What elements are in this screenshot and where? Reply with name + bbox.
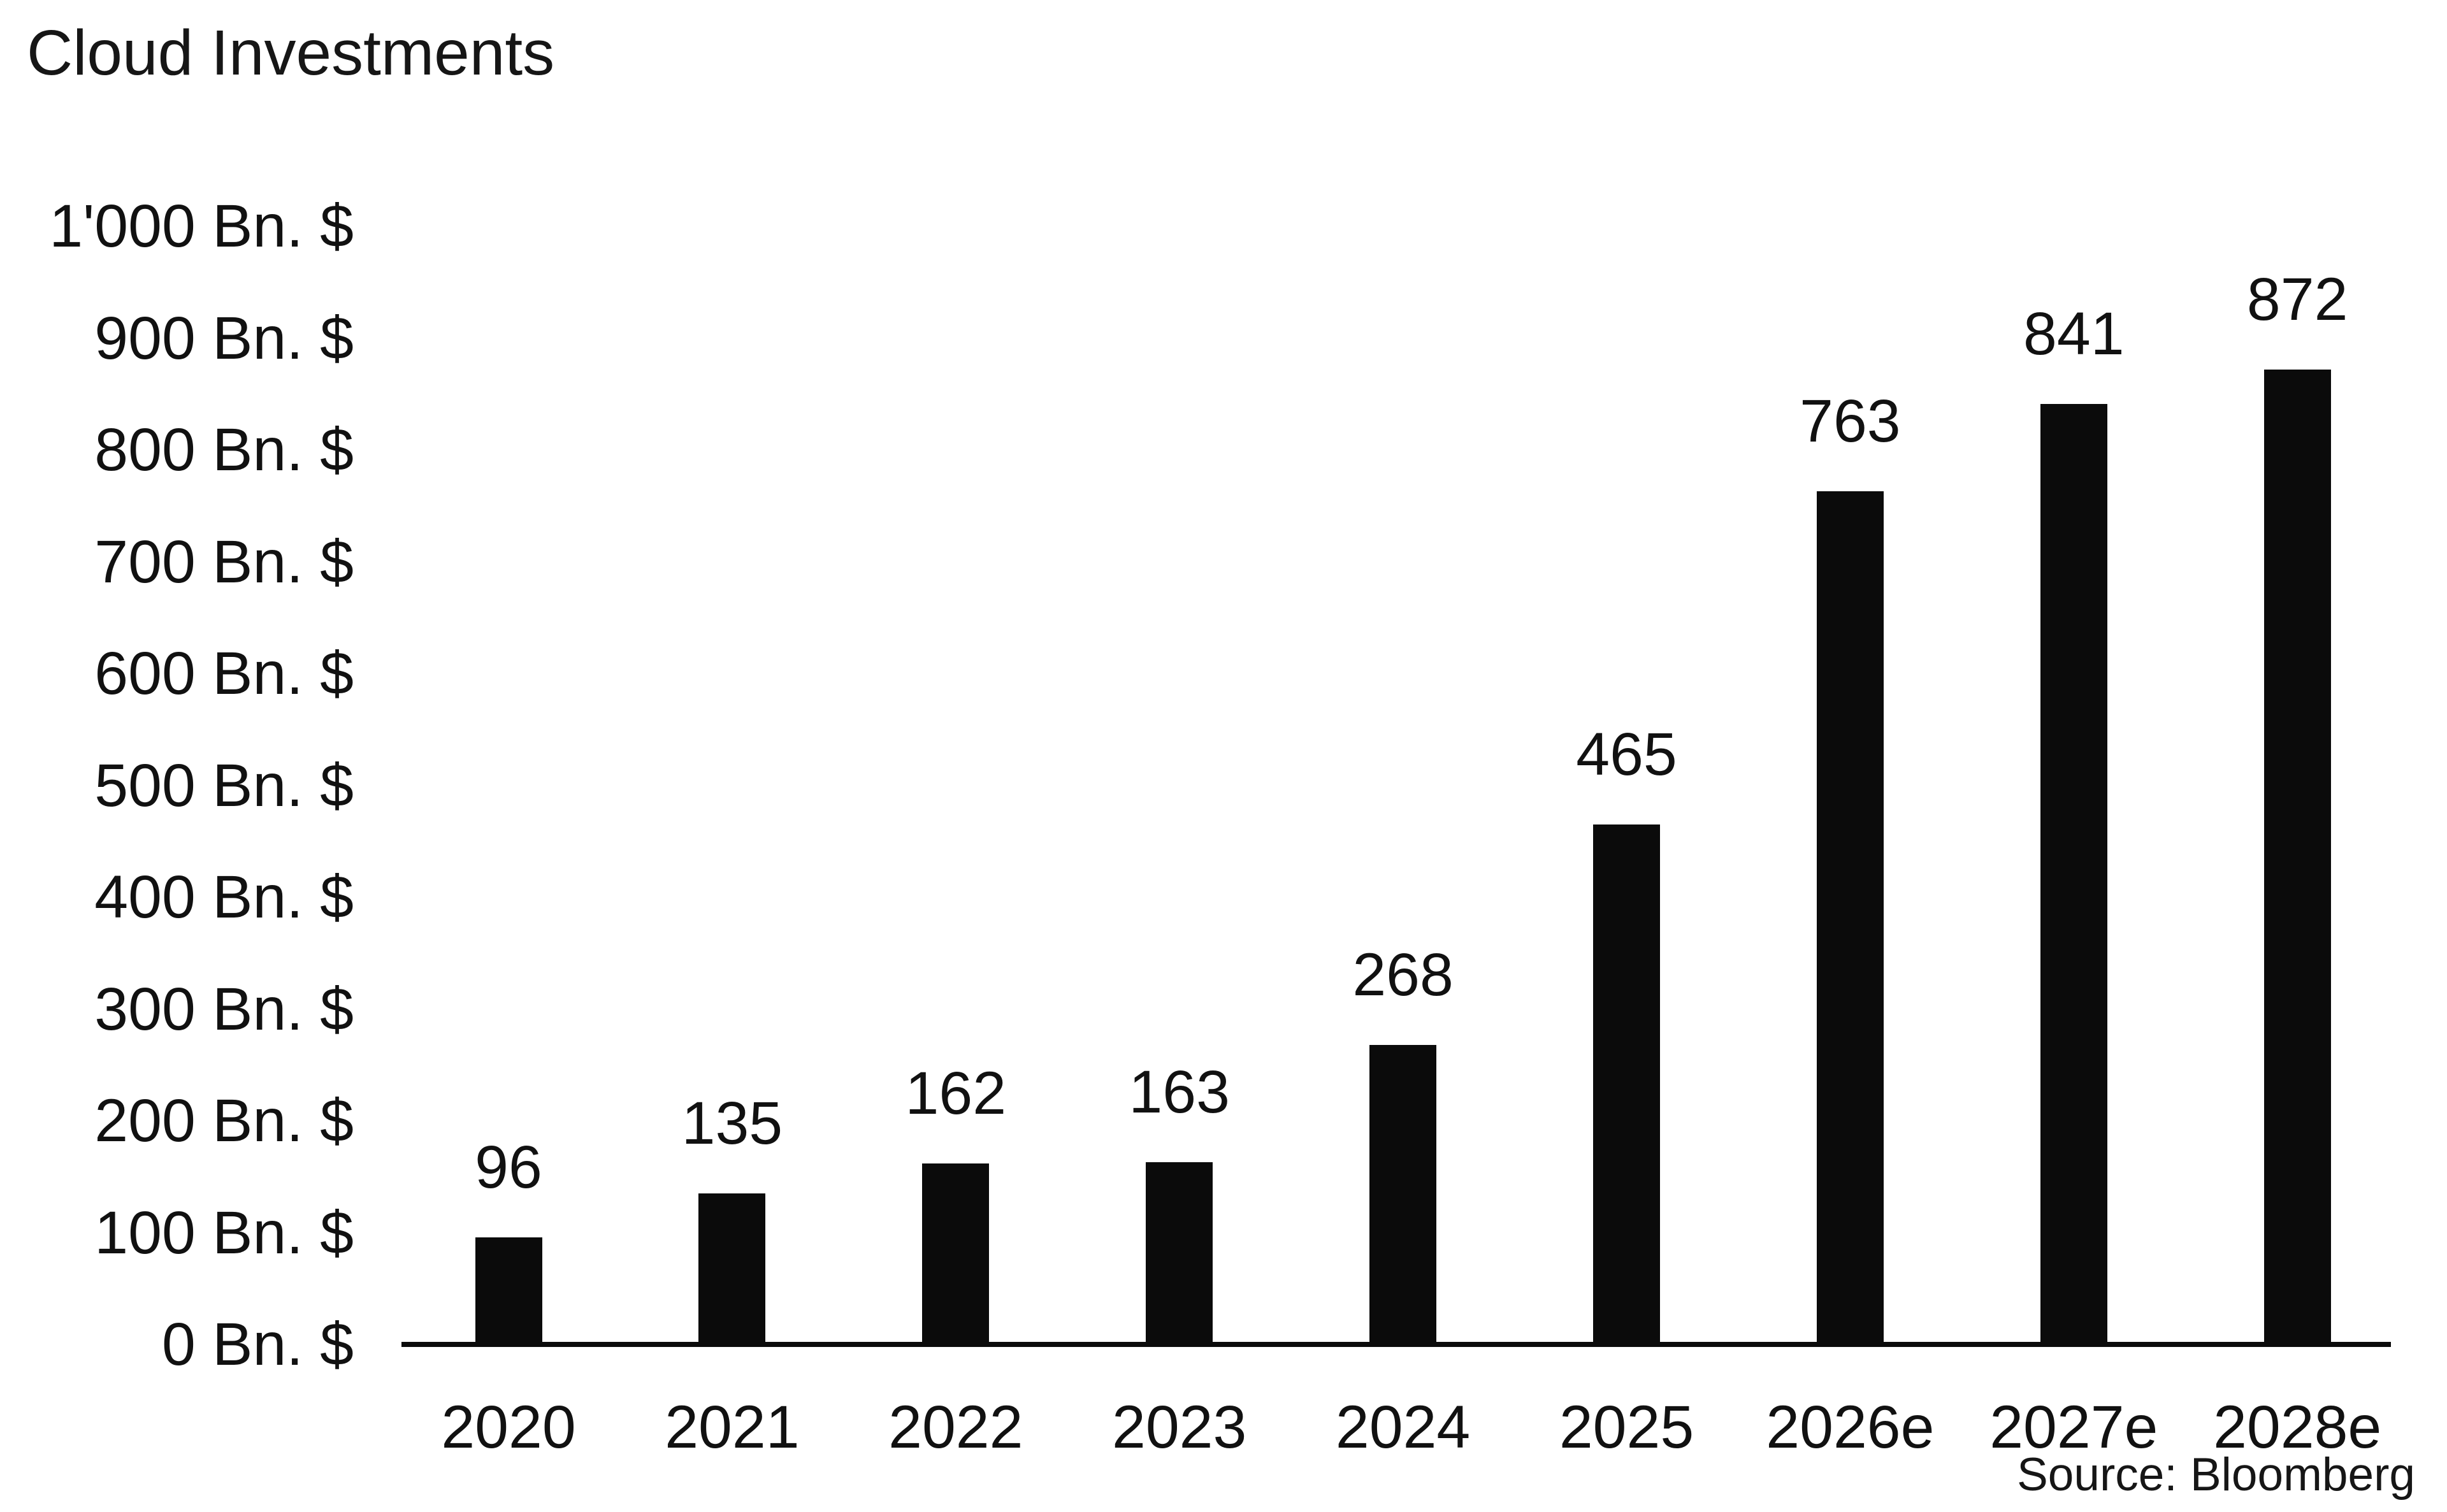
bar-2020	[475, 1237, 542, 1344]
bar-value-label: 841	[2023, 300, 2125, 368]
y-axis-tick-label: 1'000 Bn. $	[49, 192, 354, 260]
bar-value-label: 872	[2246, 265, 2348, 333]
x-axis-tick-label: 2021	[665, 1393, 800, 1461]
bar-value-label: 135	[681, 1090, 783, 1158]
y-axis-tick-label: 300 Bn. $	[94, 975, 354, 1043]
y-axis-tick-label: 200 Bn. $	[94, 1087, 354, 1155]
x-axis-line	[401, 1342, 2391, 1347]
y-axis-tick-label: 600 Bn. $	[94, 640, 354, 707]
bar-value-label: 163	[1129, 1058, 1230, 1126]
y-axis-tick-label: 100 Bn. $	[94, 1199, 354, 1267]
bar-2026e	[1816, 491, 1884, 1344]
bar-value-label: 162	[905, 1059, 1007, 1127]
bar-value-label: 763	[1800, 387, 1901, 455]
bar-value-label: 465	[1576, 720, 1677, 788]
bar-2027e	[2040, 404, 2107, 1344]
bar-2024	[1369, 1044, 1437, 1344]
bar-2022	[922, 1163, 990, 1344]
bar-2028e	[2263, 369, 2331, 1344]
y-axis-tick-label: 900 Bn. $	[94, 304, 354, 372]
y-axis-tick-label: 700 Bn. $	[94, 528, 354, 596]
y-axis-tick-label: 0 Bn. $	[161, 1311, 354, 1378]
x-axis-tick-label: 2022	[888, 1393, 1023, 1461]
y-axis-tick-label: 500 Bn. $	[94, 751, 354, 819]
x-axis-tick-label: 2024	[1335, 1393, 1471, 1461]
x-axis-tick-label: 2020	[441, 1393, 576, 1461]
source-note: Source: Bloomberg	[2017, 1449, 2415, 1501]
x-axis-tick-label: 2025	[1559, 1393, 1694, 1461]
x-axis-tick-label: 2023	[1112, 1393, 1247, 1461]
bar-2025	[1593, 824, 1660, 1344]
bar-2021	[698, 1193, 766, 1344]
y-axis-tick-label: 400 Bn. $	[94, 863, 354, 931]
x-axis-tick-label: 2027e	[1989, 1393, 2158, 1461]
y-axis-tick-label: 800 Bn. $	[94, 416, 354, 484]
bar-value-label: 96	[475, 1133, 542, 1201]
x-axis-tick-label: 2028e	[2213, 1393, 2382, 1461]
chart-title: Cloud Investments	[27, 17, 555, 89]
bar-value-label: 268	[1352, 940, 1454, 1009]
x-axis-tick-label: 2026e	[1766, 1393, 1935, 1461]
bar-2023	[1146, 1162, 1213, 1344]
